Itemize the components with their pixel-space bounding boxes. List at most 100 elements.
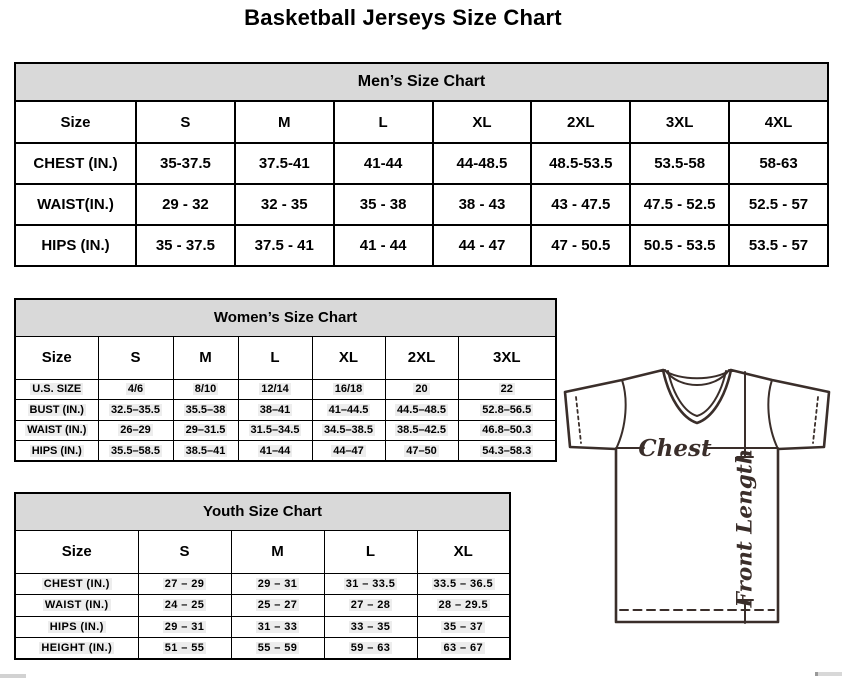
table-title: Women’s Size Chart [14, 298, 557, 337]
row-label: HIPS (IN.) [14, 440, 99, 462]
column-header: XL [311, 335, 386, 380]
cell-value: 44–47 [311, 440, 386, 462]
table-row: WAIST(IN.) 29 - 32 32 - 35 35 - 38 38 - 43 43… [14, 183, 829, 226]
cell-value: 22 [457, 378, 557, 400]
cell-value: 27 – 29 [137, 572, 232, 595]
jersey-measurement-diagram: Chest Front Length [563, 368, 831, 624]
cell-value: 41–44.5 [311, 399, 386, 421]
row-label: WAIST(IN.) [14, 183, 137, 226]
cell-value: 35 - 38 [332, 183, 434, 226]
cell-value: 52.8–56.5 [457, 399, 557, 421]
table-row: WAIST (IN.) 24 – 25 25 – 27 27 – 28 28 – 29.… [14, 594, 511, 617]
armhole-seam-left [615, 379, 627, 450]
cell-value: 24 – 25 [137, 594, 232, 617]
table-title-row: Men’s Size Chart [14, 62, 829, 102]
column-header: 4XL [728, 100, 829, 144]
row-label: BUST (IN.) [14, 399, 99, 421]
collar-inner-v-line [667, 370, 727, 417]
cell-value: 32 - 35 [233, 183, 335, 226]
scrollbar-fragment-right[interactable] [815, 672, 842, 676]
column-header: S [97, 335, 174, 380]
cell-value: 33.5 – 36.5 [416, 572, 511, 595]
table-row: BUST (IN.) 32.5–35.5 35.5–38 38–41 41–44.5 44… [14, 399, 557, 421]
table-row: HIPS (IN.) 29 – 31 31 – 33 33 – 35 35 – 37 [14, 615, 511, 638]
front-length-measure-line [736, 371, 754, 624]
column-header: M [230, 529, 325, 574]
cell-value: 20 [384, 378, 459, 400]
row-label: HEIGHT (IN.) [14, 637, 139, 660]
table-row: CHEST (IN.) 27 – 29 29 – 31 31 – 33.5 33.5 –… [14, 572, 511, 595]
table-header-row: Size S M L XL 2XL 3XL 4XL [14, 100, 829, 144]
cell-value: 31.5–34.5 [237, 419, 313, 441]
cell-value: 26–29 [97, 419, 174, 441]
row-label: CHEST (IN.) [14, 142, 137, 185]
cell-value: 43 - 47.5 [530, 183, 632, 226]
row-label: HIPS (IN.) [14, 224, 137, 267]
cell-value: 47–50 [384, 440, 459, 462]
cell-value: 37.5 - 41 [233, 224, 335, 267]
table-title: Men’s Size Chart [14, 62, 829, 102]
cell-value: 31 – 33 [230, 615, 325, 638]
column-header: Size [14, 529, 139, 574]
cell-value: 41–44 [237, 440, 313, 462]
cell-value: 41 - 44 [332, 224, 434, 267]
cell-value: 29 – 31 [137, 615, 232, 638]
mens-size-table: Men’s Size Chart Size S M L XL 2XL 3XL 4XL CHEST … [14, 62, 829, 267]
cell-value: 59 – 63 [323, 637, 418, 660]
cell-value: 63 – 67 [416, 637, 511, 660]
scrollbar-fragment-left[interactable] [0, 674, 26, 678]
armhole-seam-right [767, 379, 779, 450]
column-header: S [137, 529, 232, 574]
page-title: Basketball Jerseys Size Chart [244, 5, 562, 30]
cell-value: 33 – 35 [323, 615, 418, 638]
cell-value: 29–31.5 [172, 419, 239, 441]
cell-value: 32.5–35.5 [97, 399, 174, 421]
cell-value: 52.5 - 57 [728, 183, 829, 226]
table-header-row: Size S M L XL [14, 529, 511, 574]
table-row: HEIGHT (IN.) 51 – 55 55 – 59 59 – 63 63 – 67 [14, 637, 511, 660]
collar-back-arc-outer [663, 369, 731, 380]
cell-value: 8/10 [172, 378, 239, 400]
cell-value: 4/6 [97, 378, 174, 400]
youth-size-table: Youth Size Chart Size S M L XL CHEST (IN.) 27 –… [14, 492, 511, 660]
column-header: 2XL [384, 335, 459, 380]
table-row: U.S. SIZE 4/6 8/10 12/14 16/18 20 22 [14, 378, 557, 400]
cell-value: 53.5 - 57 [728, 224, 829, 267]
cell-value: 44.5–48.5 [384, 399, 459, 421]
column-header: L [237, 335, 313, 380]
column-header: Size [14, 100, 137, 144]
cell-value: 35.5–58.5 [97, 440, 174, 462]
column-header: XL [416, 529, 511, 574]
cell-value: 31 – 33.5 [323, 572, 418, 595]
cell-value: 35.5–38 [172, 399, 239, 421]
row-label: HIPS (IN.) [14, 615, 139, 638]
column-header: 3XL [457, 335, 557, 380]
row-label: CHEST (IN.) [14, 572, 139, 595]
column-header: M [233, 100, 335, 144]
cell-value: 46.8–50.3 [457, 419, 557, 441]
cell-value: 35 - 37.5 [135, 224, 236, 267]
front-length-label: Front Length [733, 449, 758, 609]
row-label: WAIST (IN.) [14, 594, 139, 617]
cell-value: 37.5-41 [233, 142, 335, 185]
cell-value: 29 – 31 [230, 572, 325, 595]
cell-value: 38.5–42.5 [384, 419, 459, 441]
cell-value: 55 – 59 [230, 637, 325, 660]
column-header: L [323, 529, 418, 574]
column-header: XL [431, 100, 533, 144]
cell-value: 47 - 50.5 [530, 224, 632, 267]
table-row: CHEST (IN.) 35-37.5 37.5-41 41-44 44-48.5 48.… [14, 142, 829, 185]
cell-value: 12/14 [237, 378, 313, 400]
cell-value: 44-48.5 [431, 142, 533, 185]
cell-value: 35-37.5 [135, 142, 236, 185]
cell-value: 50.5 - 53.5 [629, 224, 731, 267]
table-title: Youth Size Chart [14, 492, 511, 531]
cell-value: 44 - 47 [431, 224, 533, 267]
row-label: WAIST (IN.) [14, 419, 99, 441]
cell-value: 29 - 32 [135, 183, 236, 226]
table-row: WAIST (IN.) 26–29 29–31.5 31.5–34.5 34.5–38.… [14, 419, 557, 441]
sleeve-cuff-dashed-left [575, 396, 582, 444]
cell-value: 38.5–41 [172, 440, 239, 462]
column-header: 2XL [530, 100, 632, 144]
cell-value: 48.5-53.5 [530, 142, 632, 185]
